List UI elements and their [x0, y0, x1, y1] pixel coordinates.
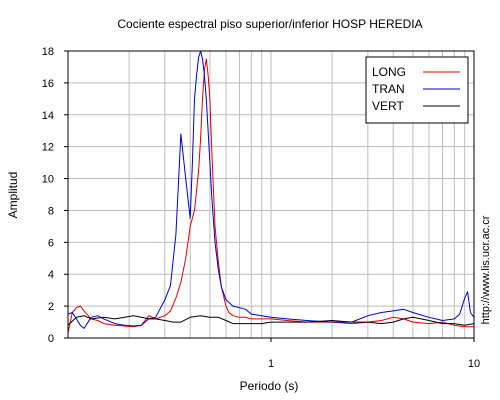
legend: LONG TRAN VERT	[365, 56, 469, 124]
x-tick-label: 1	[268, 358, 274, 370]
legend-box	[365, 56, 469, 124]
y-tick-label: 4	[48, 269, 54, 281]
y-tick-label: 10	[42, 174, 54, 186]
y-tick-label: 8	[48, 205, 54, 217]
y-tick-label: 12	[42, 142, 54, 154]
series-layer	[67, 50, 475, 334]
y-axis-label: Amplitud	[6, 172, 20, 219]
x-axis-label: Periodo (s)	[240, 379, 299, 393]
series-line-vert	[67, 315, 475, 326]
legend-label-vert: VERT	[372, 99, 404, 113]
legend-label-long: LONG	[372, 65, 406, 79]
axis-ticks: 0 2 4 6 8 10 12 14 16 18 1 10	[42, 46, 480, 370]
y-tick-label: 0	[48, 333, 54, 345]
y-tick-label: 2	[48, 301, 54, 313]
y-tick-label: 16	[42, 78, 54, 90]
x-tick-label: 10	[468, 358, 480, 370]
series-line-tran	[67, 50, 475, 329]
watermark-url: http://www.lis.ucr.ac.cr	[480, 215, 492, 324]
y-tick-label: 18	[42, 46, 54, 58]
chart-title: Cociente espectral piso superior/inferio…	[117, 17, 422, 31]
y-tick-label: 6	[48, 237, 54, 249]
legend-label-tran: TRAN	[372, 82, 405, 96]
y-tick-label: 14	[42, 110, 54, 122]
